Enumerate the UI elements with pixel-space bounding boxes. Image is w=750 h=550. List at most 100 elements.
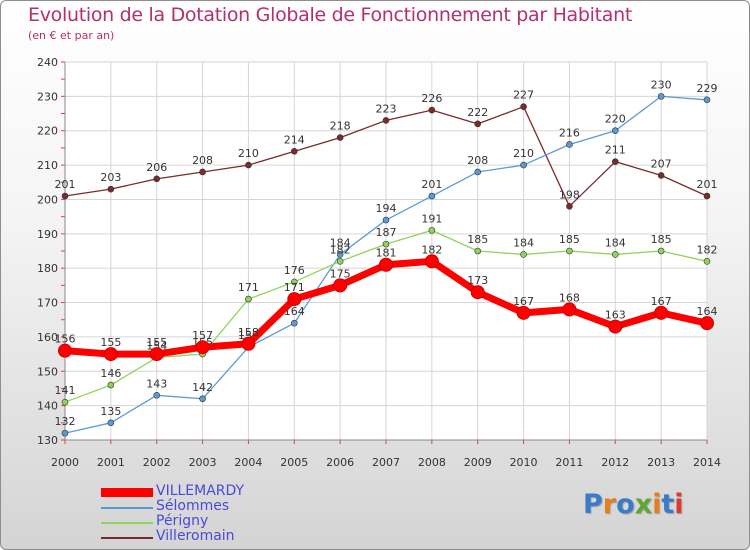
data-label-perigny: 187 — [376, 226, 397, 239]
data-point-villeromain — [290, 148, 298, 155]
data-point-perigny — [61, 398, 69, 406]
data-point-villemardy — [562, 302, 577, 317]
data-label-perigny: 154 — [146, 340, 167, 353]
data-label-villemardy: 182 — [421, 243, 442, 256]
x-tick-label: 2013 — [647, 456, 675, 469]
data-label-selommes: 220 — [605, 113, 626, 126]
data-point-villemardy — [103, 347, 118, 362]
data-label-villemardy: 158 — [238, 326, 259, 339]
x-tick-label: 2010 — [510, 456, 538, 469]
data-label-villemardy: 163 — [605, 309, 626, 322]
legend-swatch — [101, 507, 153, 509]
data-label-selommes: 229 — [697, 82, 718, 95]
data-label-selommes: 216 — [559, 126, 580, 139]
data-point-villeromain — [703, 192, 711, 200]
data-point-villemardy — [195, 340, 210, 355]
data-label-villemardy: 164 — [697, 305, 718, 318]
data-label-perigny: 171 — [238, 281, 259, 294]
data-point-perigny — [566, 247, 573, 255]
logo-letter: r — [602, 489, 617, 520]
data-point-selommes — [107, 419, 115, 427]
data-label-selommes: 135 — [100, 405, 121, 418]
y-tick-label: 130 — [37, 434, 58, 447]
data-label-perigny: 182 — [330, 243, 351, 256]
data-label-villemardy: 167 — [513, 295, 534, 308]
data-point-selommes — [290, 319, 298, 327]
logo-letter: P — [583, 489, 603, 520]
data-label-villeromain: 211 — [605, 144, 626, 157]
data-point-perigny — [611, 251, 619, 258]
data-label-perigny: 176 — [284, 264, 305, 277]
data-point-perigny — [428, 227, 436, 234]
data-label-villemardy: 155 — [146, 336, 167, 349]
legend-label: VILLEMARDY — [156, 483, 245, 499]
data-point-villeromain — [61, 192, 69, 200]
data-label-villemardy: 175 — [330, 267, 351, 280]
y-tick-label: 220 — [37, 125, 58, 138]
data-label-villemardy: 168 — [559, 291, 580, 304]
chart-title: Evolution de la Dotation Globale de Fonc… — [28, 4, 633, 26]
data-point-villeromain — [611, 158, 619, 165]
data-label-selommes: 230 — [651, 78, 672, 91]
data-point-perigny — [520, 251, 527, 258]
data-label-perigny: 191 — [421, 212, 442, 225]
logo-letter: o — [616, 489, 635, 520]
data-label-selommes: 142 — [192, 381, 213, 394]
data-label-perigny: 185 — [559, 233, 580, 246]
proxiti-logo: Proxiti — [583, 489, 684, 520]
x-tick-label: 2011 — [555, 456, 583, 469]
y-tick-label: 170 — [37, 297, 58, 310]
data-label-perigny: 185 — [467, 233, 488, 246]
data-point-villemardy — [700, 316, 714, 331]
data-point-selommes — [153, 392, 161, 399]
data-label-villeromain: 198 — [559, 188, 580, 201]
data-point-villemardy — [333, 278, 348, 293]
x-tick-label: 2004 — [234, 456, 262, 469]
data-label-perigny: 184 — [605, 236, 626, 249]
data-label-villeromain: 210 — [238, 147, 259, 160]
data-label-villemardy: 156 — [55, 333, 76, 346]
data-label-perigny: 185 — [651, 233, 672, 246]
data-label-selommes: 194 — [376, 202, 397, 215]
data-point-villeromain — [474, 120, 482, 128]
y-tick-label: 140 — [37, 400, 58, 413]
x-tick-label: 2009 — [464, 456, 492, 469]
x-tick-label: 2014 — [693, 456, 721, 469]
data-label-villeromain: 206 — [146, 161, 167, 174]
data-point-perigny — [382, 240, 390, 248]
data-point-villemardy — [516, 305, 531, 320]
x-tick-label: 2000 — [51, 456, 79, 469]
legend-swatch — [101, 537, 153, 539]
data-label-villeromain: 203 — [100, 171, 121, 184]
data-label-villemardy: 171 — [284, 281, 305, 294]
data-point-villemardy — [654, 305, 669, 320]
y-tick-label: 200 — [37, 193, 58, 206]
data-point-villemardy — [287, 292, 302, 307]
y-tick-label: 240 — [37, 56, 58, 69]
data-point-villemardy — [149, 347, 164, 362]
data-point-selommes — [382, 216, 390, 224]
y-tick-label: 210 — [37, 159, 58, 172]
logo-letter: i — [652, 489, 662, 520]
data-point-perigny — [703, 258, 711, 265]
y-tick-label: 160 — [37, 331, 58, 344]
data-label-selommes: 184 — [330, 236, 351, 249]
data-label-perigny: 146 — [100, 367, 121, 380]
data-label-villeromain: 208 — [192, 154, 213, 167]
data-label-villeromain: 222 — [467, 106, 488, 119]
logo-letter: i — [674, 489, 684, 520]
legend-label: Sélommes — [156, 498, 230, 514]
data-label-villeromain: 226 — [421, 92, 442, 105]
data-point-villeromain — [245, 161, 252, 169]
data-point-selommes — [474, 168, 482, 176]
data-point-selommes — [611, 127, 619, 135]
y-tick-label: 150 — [37, 365, 58, 378]
x-tick-label: 2012 — [601, 456, 629, 469]
data-point-villeromain — [336, 134, 344, 141]
data-point-perigny — [245, 295, 252, 303]
data-label-perigny: 141 — [55, 384, 76, 397]
data-point-villemardy — [470, 285, 485, 300]
data-point-perigny — [474, 247, 482, 255]
x-tick-label: 2003 — [189, 456, 217, 469]
